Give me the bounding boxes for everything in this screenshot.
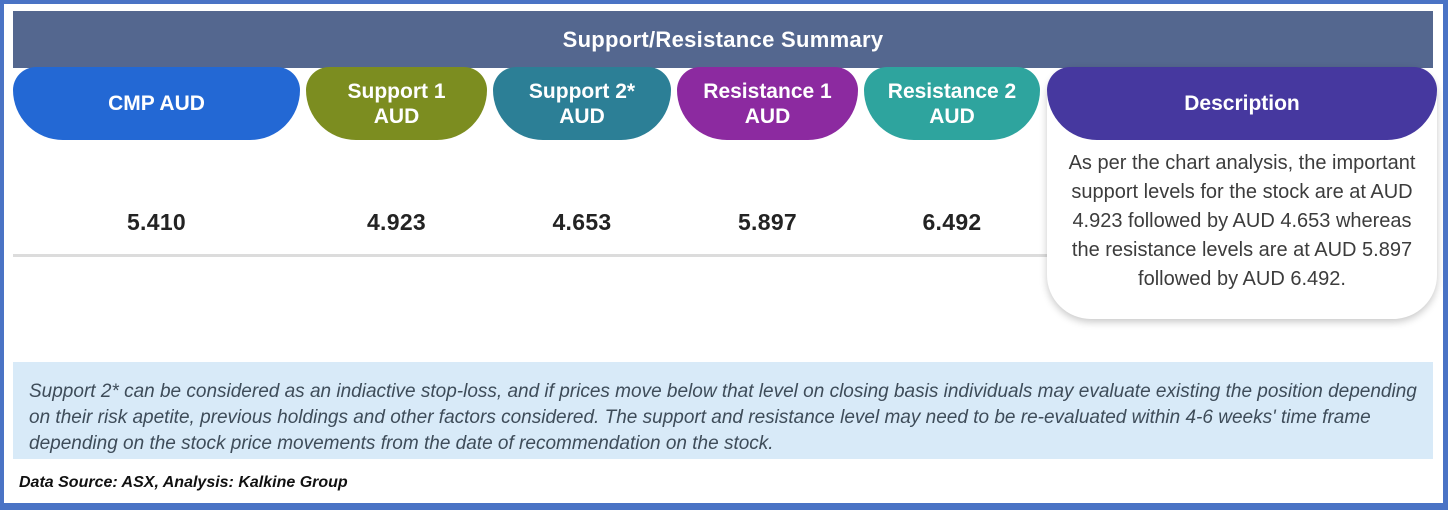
column-header-label: Description [1184, 91, 1300, 115]
column-header-label: CMP AUD [108, 92, 205, 115]
column-header-label: Resistance 2 AUD [887, 79, 1017, 128]
column-header-cmp-aud: CMP AUD [13, 67, 300, 140]
row-separator-line [13, 254, 1433, 257]
column-header-resistance-1: Resistance 1 AUD [677, 67, 858, 140]
column-header-support-1: Support 1 AUD [306, 67, 487, 140]
description-text: As per the chart analysis, the important… [1068, 152, 1416, 290]
value-cell-resistance-1: 5.897 [737, 208, 798, 235]
column-header-label: Resistance 1 AUD [703, 79, 832, 128]
footnote-text: Support 2* can be considered as an india… [29, 381, 1417, 454]
table-title: Support/Resistance Summary [562, 26, 884, 52]
value-cell-support-2: 4.653 [552, 208, 612, 235]
value-cell-cmp-aud: 5.410 [126, 208, 187, 235]
value-cell-resistance-2: 6.492 [922, 208, 982, 235]
column-header-label: Support 1 AUD [347, 79, 446, 128]
description-card: Description As per the chart analysis, t… [1047, 67, 1437, 319]
footnote-box: Support 2* can be considered as an india… [13, 362, 1433, 459]
data-source-text: Data Source: ASX, Analysis: Kalkine Grou… [19, 474, 348, 491]
value-cell-support-1: 4.923 [366, 208, 427, 235]
column-header-support-2: Support 2* AUD [493, 67, 671, 140]
column-header-description: Description [1047, 67, 1437, 140]
table-title-bar: Support/Resistance Summary [13, 11, 1433, 68]
column-header-label: Support 2* AUD [528, 79, 636, 128]
column-header-resistance-2: Resistance 2 AUD [864, 67, 1040, 140]
